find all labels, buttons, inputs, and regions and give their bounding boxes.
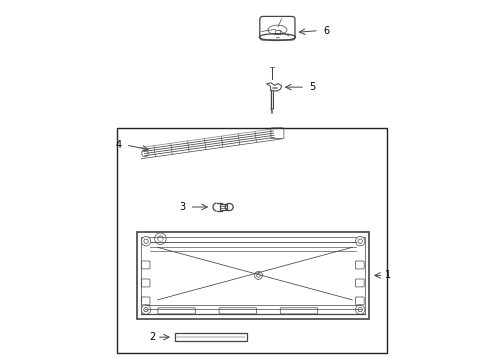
Circle shape	[141, 237, 151, 246]
Bar	[175, 333, 247, 341]
Text: 2: 2	[149, 332, 155, 342]
Text: 4: 4	[116, 140, 122, 150]
Circle shape	[254, 271, 263, 279]
Bar	[137, 232, 369, 319]
Text: 3: 3	[179, 202, 185, 212]
Bar	[220, 204, 227, 210]
Text: 6: 6	[323, 26, 329, 36]
Text: 1: 1	[386, 270, 392, 280]
Bar	[275, 30, 280, 34]
Circle shape	[356, 305, 365, 314]
Text: 5: 5	[310, 82, 316, 92]
Bar	[117, 128, 387, 353]
Bar	[141, 237, 365, 314]
Circle shape	[356, 237, 365, 246]
Circle shape	[141, 305, 151, 314]
